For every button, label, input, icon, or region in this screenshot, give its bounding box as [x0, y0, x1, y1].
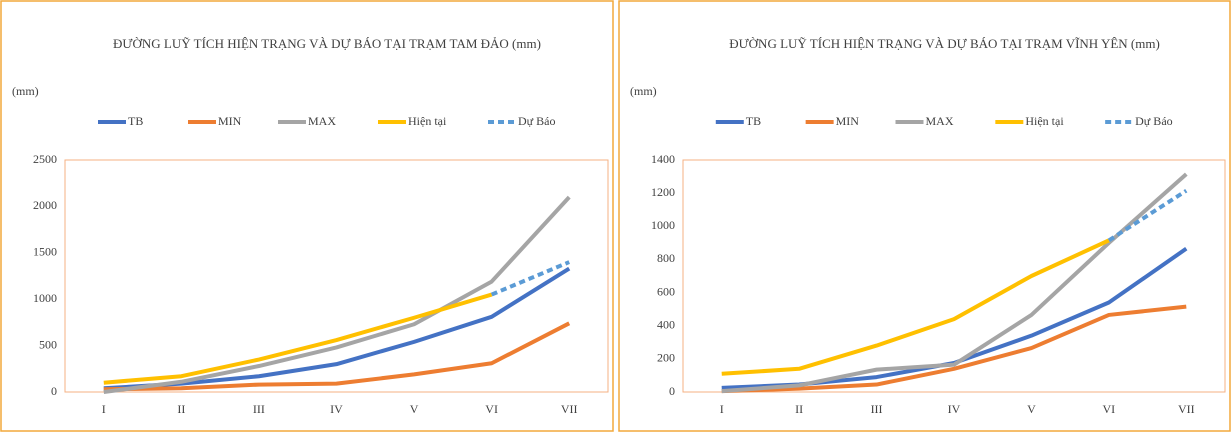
- legend-label: MAX: [308, 114, 336, 128]
- series-line: [721, 304, 1187, 394]
- y-tick-label: 400: [657, 317, 675, 331]
- y-tick-label: 600: [657, 284, 675, 298]
- legend-label: TB: [746, 114, 761, 128]
- series-line: [721, 172, 1188, 394]
- series-line: [103, 321, 571, 392]
- x-tick-label: I: [102, 402, 106, 416]
- x-tick-label: V: [1027, 402, 1036, 416]
- y-tick-label: 1200: [651, 185, 675, 199]
- x-tick-label: VI: [485, 402, 498, 416]
- series-line: [490, 260, 570, 297]
- series-line: [103, 266, 571, 391]
- chart-panel: ĐƯỜNG LUỸ TÍCH HIỆN TRẠNG VÀ DỰ BÁO TẠI …: [0, 0, 614, 432]
- y-tick-label: 2000: [33, 198, 57, 212]
- legend-label: TB: [128, 114, 143, 128]
- series-line: [103, 195, 571, 394]
- x-tick-label: IV: [330, 402, 343, 416]
- y-axis-label: (mm): [630, 84, 657, 98]
- legend-label: Dự Báo: [1135, 114, 1173, 128]
- x-tick-label: VII: [1178, 402, 1195, 416]
- y-tick-label: 1000: [33, 291, 57, 305]
- y-tick-label: 1000: [651, 218, 675, 232]
- x-tick-label: II: [795, 402, 803, 416]
- legend-label: MAX: [925, 114, 953, 128]
- x-tick-label: III: [253, 402, 265, 416]
- y-tick-label: 200: [657, 351, 675, 365]
- y-tick-label: 800: [657, 251, 675, 265]
- plot-area: [682, 159, 1226, 393]
- plot-area: [64, 159, 609, 393]
- panel-border: [0, 0, 614, 432]
- legend-label: Hiện tại: [1025, 114, 1064, 128]
- series-line: [721, 238, 1110, 376]
- x-tick-label: I: [720, 402, 724, 416]
- y-tick-label: 1400: [651, 152, 675, 166]
- x-tick-label: V: [410, 402, 419, 416]
- legend-label: Hiện tại: [408, 114, 447, 128]
- x-tick-label: II: [177, 402, 185, 416]
- chart-panel: ĐƯỜNG LUỸ TÍCH HIỆN TRẠNG VÀ DỰ BÁO TẠI …: [618, 0, 1231, 432]
- y-tick-label: 0: [51, 384, 57, 398]
- x-tick-label: III: [871, 402, 883, 416]
- y-tick-label: 2500: [33, 152, 57, 166]
- legend-label: MIN: [218, 114, 242, 128]
- series-line: [1107, 188, 1188, 243]
- y-tick-label: 0: [669, 384, 675, 398]
- series-line: [103, 292, 493, 385]
- panel-border: [618, 0, 1231, 432]
- chart-title: ĐƯỜNG LUỸ TÍCH HIỆN TRẠNG VÀ DỰ BÁO TẠI …: [729, 36, 1160, 51]
- x-tick-label: VII: [561, 402, 578, 416]
- y-axis-label: (mm): [12, 84, 39, 98]
- x-tick-label: VI: [1103, 402, 1116, 416]
- legend-label: MIN: [836, 114, 860, 128]
- x-tick-label: IV: [948, 402, 961, 416]
- y-tick-label: 500: [39, 337, 57, 351]
- chart-title: ĐƯỜNG LUỸ TÍCH HIỆN TRẠNG VÀ DỰ BÁO TẠI …: [113, 36, 541, 51]
- legend-label: Dự Báo: [518, 114, 556, 128]
- y-tick-label: 1500: [33, 245, 57, 259]
